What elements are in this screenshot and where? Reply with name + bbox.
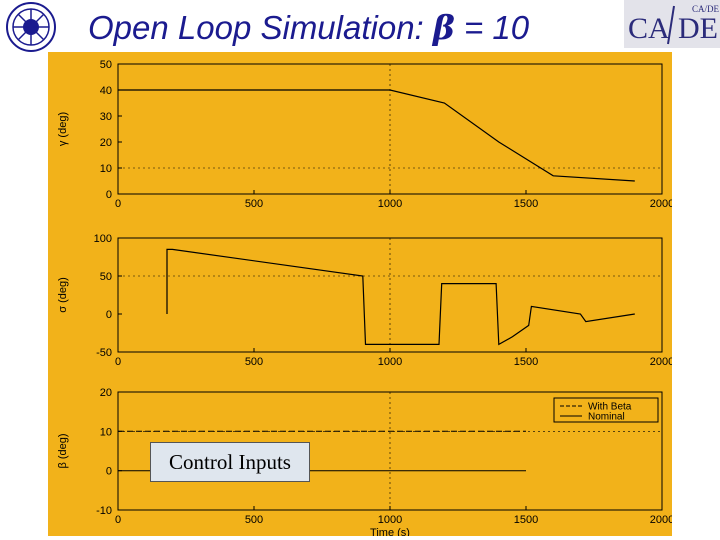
x-tick-label: 0 [115, 514, 121, 526]
x-tick-label: 1500 [514, 356, 538, 368]
legend-box [553, 397, 659, 423]
x-tick-label: 500 [245, 356, 263, 368]
series-line [118, 89, 635, 182]
cade-logo: CA DE CA/DE [624, 0, 720, 48]
x-tick-label: 0 [115, 198, 121, 210]
svg-text:CA: CA [628, 12, 670, 45]
y-tick-label: 30 [100, 111, 112, 123]
y-tick-label: 20 [100, 137, 112, 149]
x-tick-label: 2000 [650, 514, 672, 526]
y-tick-label: 50 [100, 59, 112, 71]
y-axis-label: σ (deg) [57, 277, 69, 313]
x-tick-label: 0 [115, 356, 121, 368]
y-tick-label: 0 [106, 466, 112, 478]
x-tick-label: 2000 [650, 198, 672, 210]
legend-label: With Beta [588, 402, 632, 413]
x-tick-label: 1000 [378, 514, 402, 526]
y-tick-label: 20 [100, 387, 112, 399]
x-tick-label: 1500 [514, 514, 538, 526]
iit-logo [6, 2, 56, 52]
y-tick-label: 40 [100, 85, 112, 97]
svg-text:CA/DE: CA/DE [692, 4, 720, 14]
series-line [166, 248, 635, 346]
y-tick-label: 0 [106, 189, 112, 201]
y-axis-label: β (deg) [57, 433, 69, 468]
x-axis-label: Time (s) [370, 527, 410, 536]
title-suffix: = 10 [454, 9, 530, 46]
y-axis-label: γ (deg) [57, 112, 69, 146]
figure: 0 500 1000 1500 2000 0 10 20 30 40 50 γ (deg) 0 500 10… [48, 52, 672, 536]
x-tick-label: 500 [245, 514, 263, 526]
x-tick-label: 500 [245, 198, 263, 210]
y-tick-label: -50 [96, 347, 112, 359]
y-tick-label: 10 [100, 426, 112, 438]
y-tick-label: 100 [94, 233, 112, 245]
title-beta-symbol: β [432, 8, 455, 47]
x-tick-label: 2000 [650, 356, 672, 368]
svg-text:DE: DE [678, 12, 718, 45]
slide-title: Open Loop Simulation: β = 10 [88, 8, 608, 47]
control-inputs-annotation: Control Inputs [150, 442, 310, 482]
x-tick-label: 1000 [378, 356, 402, 368]
y-tick-label: 50 [100, 271, 112, 283]
legend-label: Nominal [588, 412, 625, 423]
y-tick-label: -10 [96, 505, 112, 517]
subplot-1: 0 500 1000 1500 2000 0 10 20 30 40 50 γ (deg) [57, 59, 672, 210]
y-tick-label: 0 [106, 309, 112, 321]
x-tick-label: 1500 [514, 198, 538, 210]
y-tick-label: 10 [100, 163, 112, 175]
title-text: Open Loop Simulation: [88, 9, 433, 46]
x-tick-label: 1000 [378, 198, 402, 210]
